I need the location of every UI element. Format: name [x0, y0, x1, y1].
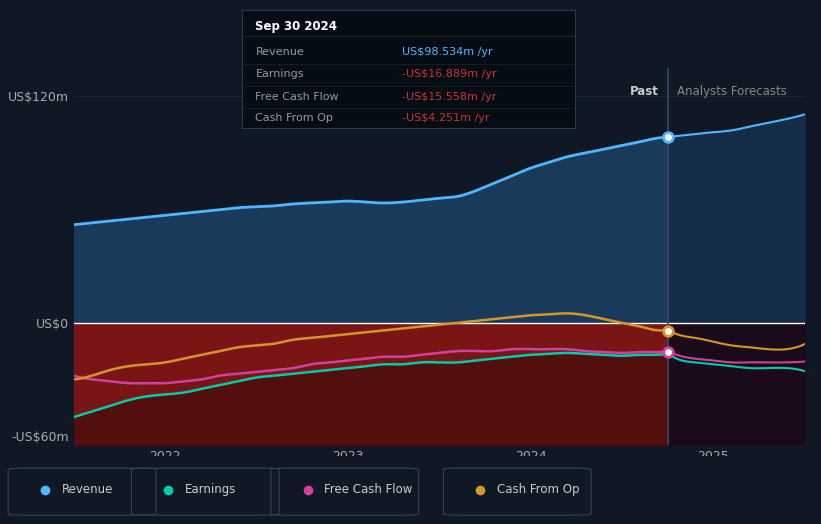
Text: Earnings: Earnings	[255, 69, 304, 79]
Text: Earnings: Earnings	[185, 484, 236, 496]
Text: Cash From Op: Cash From Op	[497, 484, 579, 496]
Text: -US$15.558m /yr: -US$15.558m /yr	[401, 92, 496, 102]
Text: Analysts Forecasts: Analysts Forecasts	[677, 85, 787, 98]
Text: Free Cash Flow: Free Cash Flow	[324, 484, 413, 496]
Text: US$98.534m /yr: US$98.534m /yr	[401, 47, 493, 57]
Text: Past: Past	[630, 85, 658, 98]
Text: Revenue: Revenue	[255, 47, 305, 57]
Text: Free Cash Flow: Free Cash Flow	[255, 92, 339, 102]
Text: -US$16.889m /yr: -US$16.889m /yr	[401, 69, 497, 79]
Text: Sep 30 2024: Sep 30 2024	[255, 20, 337, 33]
Text: -US$4.251m /yr: -US$4.251m /yr	[401, 113, 489, 123]
Text: Revenue: Revenue	[62, 484, 113, 496]
Text: Cash From Op: Cash From Op	[255, 113, 333, 123]
